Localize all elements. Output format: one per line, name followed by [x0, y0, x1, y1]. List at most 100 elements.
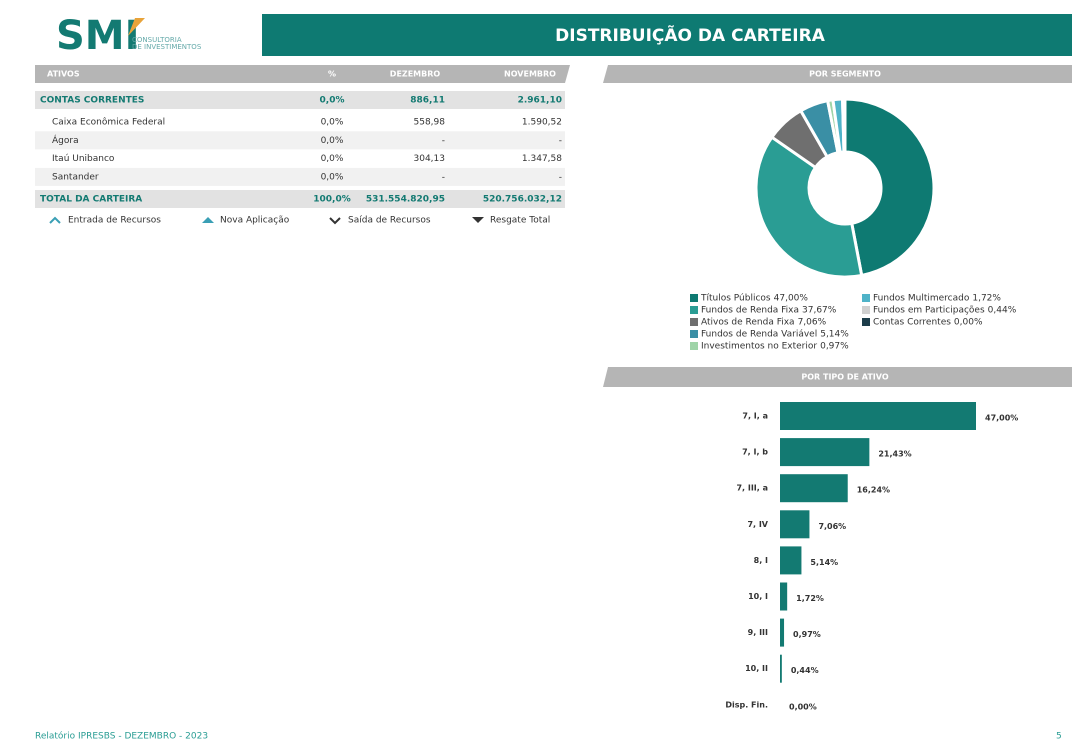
bar-value: 16,24% — [857, 486, 890, 495]
cell: - — [442, 136, 445, 146]
legend-value: 0,00% — [954, 318, 983, 328]
legend-swatch — [862, 318, 870, 326]
cell: 1.590,52 — [522, 118, 562, 128]
section-title: POR TIPO DE ATIVO — [801, 373, 888, 382]
legend-label: Fundos de Renda Fixa — [701, 306, 799, 316]
bar-category: 9, III — [748, 628, 768, 637]
cell: Caixa Econômica Federal — [52, 117, 165, 128]
bar-value: 5,14% — [810, 558, 838, 567]
bar — [780, 474, 848, 503]
bar-category: Disp. Fin. — [725, 700, 768, 709]
cell: 1.347,58 — [522, 154, 562, 164]
key-icon — [49, 216, 61, 224]
cell: - — [442, 172, 445, 182]
cell: 558,98 — [414, 118, 446, 128]
logo: SMI — [56, 13, 140, 59]
row-bg — [35, 91, 565, 109]
title-bar — [262, 14, 1072, 56]
legend-value: 5,14% — [820, 330, 849, 340]
cell: 531.554.820,95 — [366, 195, 445, 205]
footer-text: Relatório IPRESBS - DEZEMBRO - 2023 — [35, 731, 208, 740]
legend-label: Investimentos no Exterior — [701, 342, 817, 352]
cell: 2.961,10 — [518, 96, 562, 106]
column-header: DEZEMBRO — [390, 70, 441, 79]
bar-value: 0,97% — [793, 630, 821, 639]
cell: 520.756.032,12 — [483, 195, 562, 205]
column-header: NOVEMBRO — [504, 70, 556, 79]
legend-value: 47,00% — [774, 294, 809, 304]
cell: 0,0% — [321, 172, 344, 182]
cell: 0,0% — [320, 96, 345, 106]
legend-value: 1,72% — [972, 294, 1001, 304]
pie-slice — [754, 135, 864, 279]
cell: - — [559, 172, 562, 182]
key-icon — [202, 217, 214, 223]
bar-category: 7, I, b — [742, 448, 768, 457]
legend-swatch — [690, 318, 698, 326]
legend-label: Fundos em Participações — [873, 306, 985, 316]
key-label: Nova Aplicação — [220, 216, 290, 226]
key-label: Saída de Recursos — [348, 216, 431, 226]
section-title: POR SEGMENTO — [809, 70, 881, 79]
cell: 0,0% — [321, 154, 344, 164]
key-label: Resgate Total — [490, 216, 550, 226]
bar — [780, 438, 870, 467]
bar — [780, 618, 785, 647]
bar — [780, 546, 802, 575]
bar-category: 7, I, a — [742, 412, 768, 421]
legend-swatch — [690, 330, 698, 338]
legend-value: 37,67% — [802, 306, 837, 316]
table-header-bar — [35, 65, 570, 83]
cell: 886,11 — [410, 96, 445, 106]
bar-value: 7,06% — [818, 522, 846, 531]
legend-label: Fundos Multimercado — [873, 294, 970, 304]
bar-category: 10, I — [748, 592, 768, 601]
logo-sub: DE INVESTIMENTOS — [132, 43, 202, 51]
cell: 0,0% — [321, 136, 344, 146]
cell: 100,0% — [313, 195, 351, 205]
bar — [780, 402, 976, 430]
legend-swatch — [690, 306, 698, 314]
logo-sub: CONSULTORIA — [132, 36, 182, 44]
bar-category: 10, II — [745, 664, 768, 673]
bar-value: 47,00% — [985, 414, 1018, 423]
section-bar — [603, 65, 1072, 83]
bar — [780, 510, 810, 539]
cell: 0,0% — [321, 118, 344, 128]
row-bg — [35, 167, 565, 186]
cell: - — [559, 136, 562, 146]
cell: TOTAL DA CARTEIRA — [40, 195, 142, 205]
logo-accent — [128, 18, 145, 36]
legend-label: Títulos Públicos — [700, 294, 771, 304]
key-icon — [472, 217, 484, 223]
bar-category: 7, IV — [747, 520, 768, 529]
bar — [780, 582, 788, 611]
legend-value: 0,97% — [820, 342, 849, 352]
bar-value: 0,00% — [789, 702, 817, 711]
cell: Itaú Unibanco — [52, 154, 115, 164]
legend-swatch — [862, 306, 870, 314]
legend-swatch — [690, 294, 698, 302]
bar-value: 1,72% — [796, 594, 824, 603]
row-bg — [35, 131, 565, 150]
column-header: % — [328, 70, 336, 79]
cell: CONTAS CORRENTES — [40, 96, 144, 106]
section-bar — [603, 367, 1072, 387]
cell: Santander — [52, 172, 99, 182]
bar-category: 7, III, a — [736, 484, 768, 493]
key-icon — [329, 217, 341, 225]
bar-value: 0,44% — [791, 666, 819, 675]
row-bg — [35, 190, 565, 208]
page-number: 5 — [1056, 732, 1062, 740]
key-label: Entrada de Recursos — [68, 216, 161, 226]
legend-swatch — [862, 294, 870, 302]
column-header: ATIVOS — [47, 70, 80, 79]
bar-category: 8, I — [754, 556, 768, 565]
legend-label: Contas Correntes — [873, 318, 951, 328]
legend-value: 0,44% — [988, 306, 1017, 316]
page-title: DISTRIBUIÇÃO DA CARTEIRA — [555, 23, 826, 46]
bar — [780, 654, 782, 683]
cell: 304,13 — [414, 154, 446, 164]
legend-label: Fundos de Renda Variável — [701, 330, 817, 340]
